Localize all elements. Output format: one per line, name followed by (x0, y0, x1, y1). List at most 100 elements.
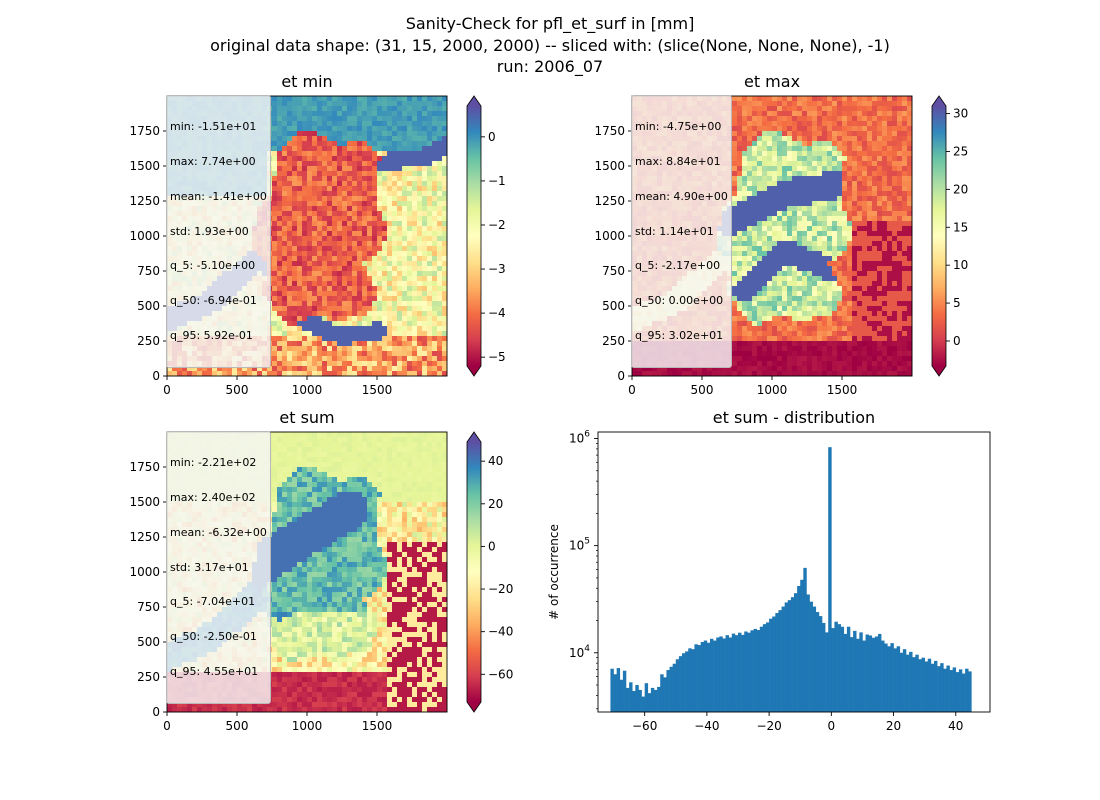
heatmap-cell (772, 201, 778, 207)
heatmap-cell (742, 111, 748, 117)
heatmap-cell (332, 181, 338, 187)
heatmap-cell (442, 351, 448, 357)
heatmap-cell (392, 236, 398, 242)
heatmap-cell (287, 336, 293, 342)
heatmap-cell (737, 201, 743, 207)
heatmap-cell (362, 211, 368, 217)
heatmap-cell (752, 346, 758, 352)
heatmap-cell (322, 291, 328, 297)
heatmap-cell (742, 191, 748, 197)
heatmap-cell (322, 151, 328, 157)
heatmap-cell (762, 251, 768, 257)
heatmap-cell (337, 141, 343, 147)
heatmap-cell (337, 211, 343, 217)
heatmap-cell (342, 266, 348, 272)
heatmap-cell (437, 351, 443, 357)
heatmap-cell (302, 111, 308, 117)
heatmap-cell (272, 211, 278, 217)
heatmap-cell (307, 121, 313, 127)
heatmap-cell (377, 116, 383, 122)
heatmap-cell (277, 121, 283, 127)
heatmap-cell (282, 281, 288, 287)
heatmap-cell (417, 266, 423, 272)
heatmap-cell (327, 151, 333, 157)
heatmap-cell (432, 231, 438, 237)
heatmap-cell (337, 131, 343, 137)
heatmap-cell (737, 361, 743, 367)
heatmap-cell (382, 356, 388, 362)
heatmap-cell (317, 301, 323, 307)
heatmap-cell (342, 226, 348, 232)
heatmap-cell (747, 111, 753, 117)
heatmap-cell (742, 186, 748, 192)
heatmap-cell (352, 211, 358, 217)
heatmap-cell (437, 136, 443, 142)
heatmap-cell (327, 366, 333, 372)
heatmap-cell (312, 346, 318, 352)
heatmap-cell (772, 256, 778, 262)
heatmap-cell (662, 366, 668, 372)
heatmap-cell (312, 136, 318, 142)
heatmap-cell (387, 331, 393, 337)
heatmap-cell (327, 171, 333, 177)
heatmap-cell (337, 266, 343, 272)
heatmap-cell (357, 161, 363, 167)
heatmap-cell (767, 341, 773, 347)
heatmap-cell (422, 211, 428, 217)
heatmap-cell (392, 306, 398, 312)
heatmap-cell (317, 271, 323, 277)
heatmap-cell (282, 136, 288, 142)
heatmap-cell (742, 106, 748, 112)
heatmap-cell (397, 266, 403, 272)
heatmap-cell (757, 216, 763, 222)
heatmap-cell (442, 226, 448, 232)
heatmap-cell (757, 256, 763, 262)
heatmap-cell (282, 181, 288, 187)
heatmap-cell (337, 311, 343, 317)
heatmap-cell (337, 346, 343, 352)
heatmap-cell (762, 276, 768, 282)
heatmap-cell (362, 371, 368, 377)
heatmap-cell (397, 331, 403, 337)
heatmap-cell (417, 166, 423, 172)
heatmap-cell (312, 191, 318, 197)
heatmap-cell (787, 271, 793, 277)
heatmap-cell (767, 206, 773, 212)
heatmap-cell (442, 261, 448, 267)
heatmap-cell (732, 211, 738, 217)
heatmap-cell (732, 246, 738, 252)
heatmap-cell (412, 316, 418, 322)
heatmap-cell (277, 206, 283, 212)
heatmap-cell (377, 316, 383, 322)
heatmap-cell (732, 361, 738, 367)
heatmap-cell (437, 141, 443, 147)
heatmap-cell (277, 241, 283, 247)
heatmap-cell (422, 116, 428, 122)
heatmap-cell (767, 196, 773, 202)
heatmap-cell (332, 261, 338, 267)
heatmap-cell (737, 336, 743, 342)
heatmap-cell (427, 276, 433, 282)
heatmap-cell (767, 161, 773, 167)
heatmap-cell (307, 251, 313, 257)
heatmap-cell (347, 171, 353, 177)
heatmap-cell (292, 211, 298, 217)
heatmap-cell (342, 336, 348, 342)
heatmap-cell (427, 156, 433, 162)
heatmap-cell (737, 216, 743, 222)
heatmap-cell (427, 196, 433, 202)
heatmap-cell (692, 366, 698, 372)
heatmap-cell (737, 371, 743, 377)
heatmap-cell (397, 261, 403, 267)
heatmap-cell (367, 166, 373, 172)
heatmap-cell (312, 196, 318, 202)
heatmap-cell (432, 266, 438, 272)
heatmap-cell (792, 116, 798, 122)
heatmap-cell (737, 121, 743, 127)
heatmap-cell (292, 191, 298, 197)
heatmap-cell (437, 176, 443, 182)
heatmap-cell (282, 256, 288, 262)
heatmap-cell (772, 146, 778, 152)
heatmap-cell (272, 256, 278, 262)
heatmap-cell (397, 371, 403, 377)
